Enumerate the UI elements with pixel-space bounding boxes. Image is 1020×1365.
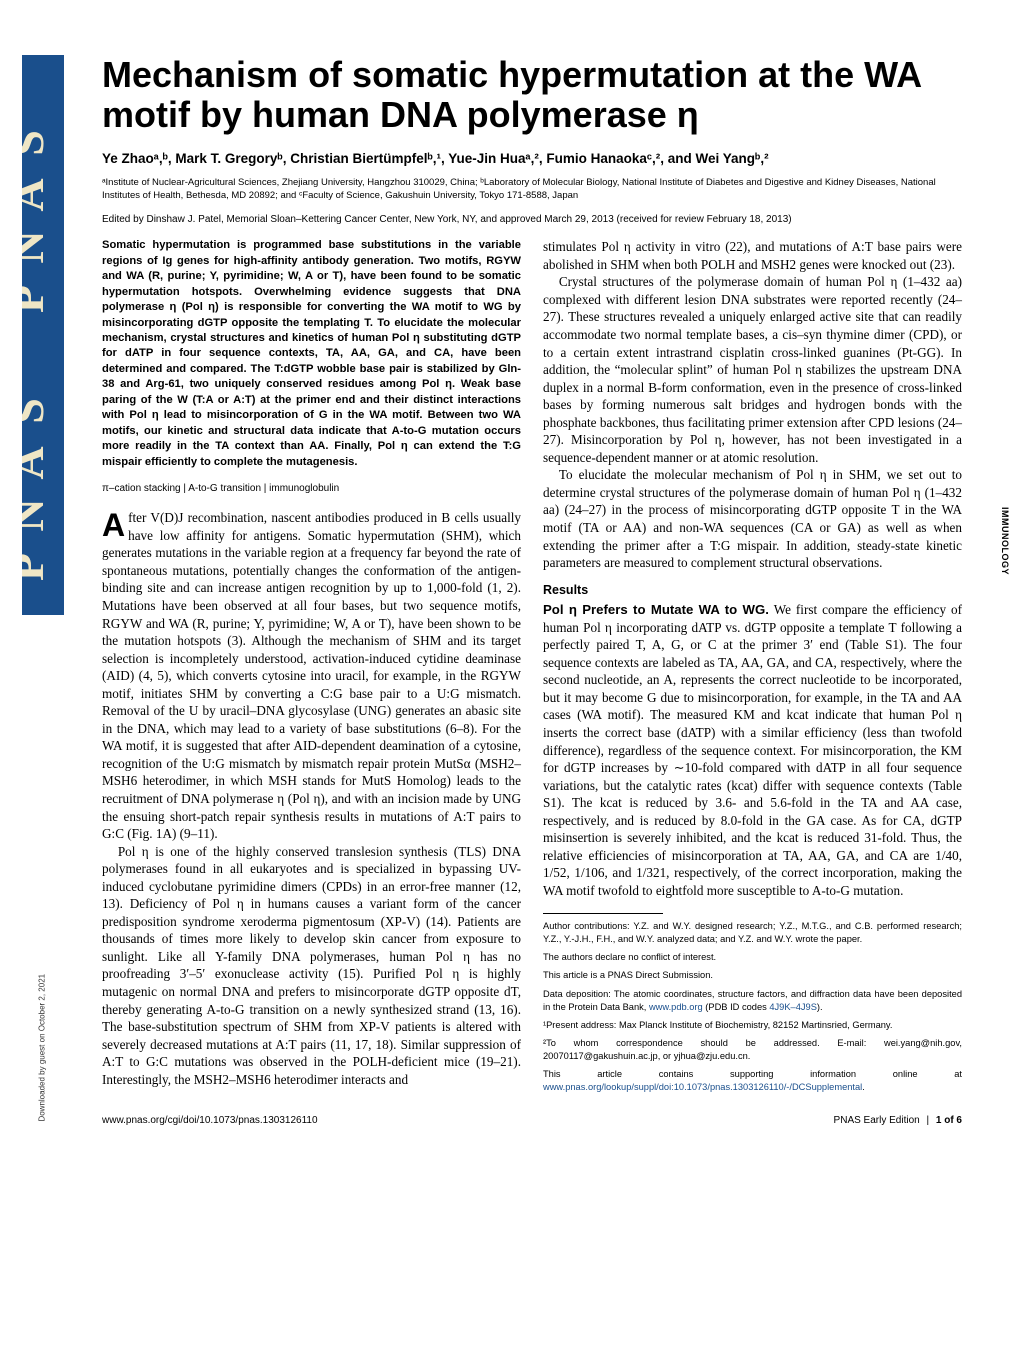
download-note: Downloaded by guest on October 2, 2021 [37, 974, 48, 1122]
footnotes: Author contributions: Y.Z. and W.Y. desi… [543, 920, 962, 1093]
article-body: Somatic hypermutation is programmed base… [102, 238, 962, 1093]
correspondence: ²To whom correspondence should be addres… [543, 1037, 962, 1063]
keywords: π–cation stacking | A-to-G transition | … [102, 482, 521, 495]
supplemental-info: This article contains supporting informa… [543, 1068, 962, 1094]
article-title: Mechanism of somatic hypermutation at th… [102, 55, 962, 136]
supplemental-link[interactable]: www.pnas.org/lookup/suppl/doi:10.1073/pn… [543, 1082, 862, 1092]
section-label: IMMUNOLOGY [998, 507, 1010, 575]
footer-page: PNAS Early Edition | 1 of 6 [834, 1114, 962, 1127]
results-paragraph: Pol η Prefers to Mutate WA to WG. We fir… [543, 601, 962, 899]
author-list: Ye Zhaoᵃ,ᵇ, Mark T. Gregoryᵇ, Christian … [102, 150, 962, 168]
page-footer: www.pnas.org/cgi/doi/10.1073/pnas.130312… [102, 1110, 962, 1127]
footer-doi: www.pnas.org/cgi/doi/10.1073/pnas.130312… [102, 1114, 318, 1127]
abstract: Somatic hypermutation is programmed base… [102, 238, 521, 470]
body-paragraph: stimulates Pol η activity in vitro (22),… [543, 238, 962, 273]
body-paragraph: Pol η is one of the highly conserved tra… [102, 843, 521, 1089]
run-in-head: Pol η Prefers to Mutate WA to WG. [543, 602, 769, 617]
author-contributions: Author contributions: Y.Z. and W.Y. desi… [543, 920, 962, 946]
pdb-link[interactable]: www.pdb.org [649, 1002, 703, 1012]
svg-text:P: P [22, 553, 53, 581]
submission-type: This article is a PNAS Direct Submission… [543, 969, 962, 982]
svg-text:P: P [22, 285, 53, 313]
pnas-logo-banner: S A N P S A N P [22, 55, 64, 615]
body-paragraph: Crystal structures of the polymerase dom… [543, 273, 962, 466]
svg-text:S: S [22, 130, 53, 156]
section-heading: Results [543, 582, 962, 599]
body-paragraph: After V(D)J recombination, nascent antib… [102, 509, 521, 842]
edited-by: Edited by Dinshaw J. Patel, Memorial Slo… [102, 213, 962, 226]
svg-text:A: A [22, 178, 53, 211]
results-text: We first compare the efficiency of human… [543, 602, 962, 898]
footnote-rule [543, 913, 663, 914]
svg-text:S: S [22, 398, 53, 424]
conflict-statement: The authors declare no conflict of inter… [543, 951, 962, 964]
svg-text:N: N [22, 230, 53, 263]
affiliations: ᵃInstitute of Nuclear-Agricultural Scien… [102, 177, 962, 203]
body-paragraph: To elucidate the molecular mechanism of … [543, 466, 962, 571]
present-address: ¹Present address: Max Planck Institute o… [543, 1019, 962, 1032]
svg-text:A: A [22, 446, 53, 479]
svg-text:N: N [22, 498, 53, 531]
pdb-codes-link[interactable]: 4J9K–4J9S [769, 1002, 817, 1012]
data-deposition: Data deposition: The atomic coordinates,… [543, 988, 962, 1014]
